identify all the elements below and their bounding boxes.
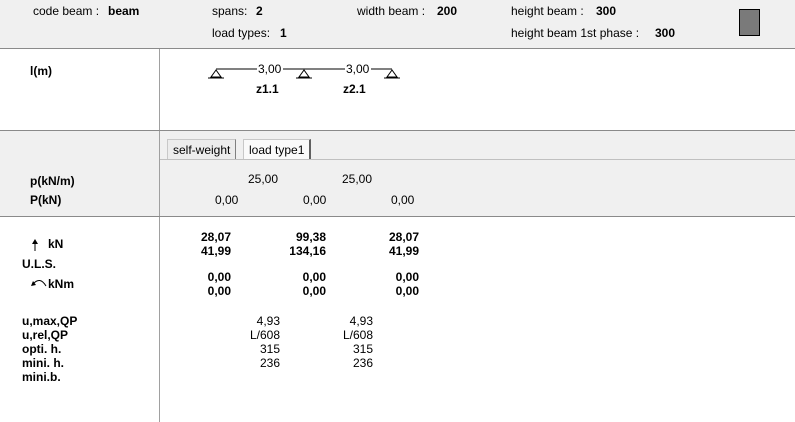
distributed-load-value[interactable]: 25,00 xyxy=(248,172,279,186)
u-rel-qp-value: L/608 xyxy=(249,328,280,342)
reaction-value: 41,99 xyxy=(388,244,419,258)
moment-value: 0,00 xyxy=(395,284,419,298)
point-load-value[interactable]: 0,00 xyxy=(303,193,327,207)
beam-color-swatch[interactable] xyxy=(739,9,760,36)
reaction-arrow-icon xyxy=(32,239,38,251)
span-length: 3,00 xyxy=(257,62,283,76)
load-types-value: 1 xyxy=(280,26,287,40)
support-icon xyxy=(208,69,224,79)
column-divider xyxy=(159,131,160,216)
column-divider xyxy=(159,49,160,130)
span-name[interactable]: z2.1 xyxy=(343,82,366,96)
height-beam-1st-value: 300 xyxy=(655,26,676,40)
moment-value: 0,00 xyxy=(207,270,231,284)
reaction-unit-label: kN xyxy=(48,237,64,251)
moment-value: 0,00 xyxy=(395,270,419,284)
uls-label: U.L.S. xyxy=(22,257,57,271)
u-max-qp-label: u,max,QP xyxy=(22,314,78,328)
moment-value: 0,00 xyxy=(302,284,326,298)
reaction-value: 28,07 xyxy=(388,230,419,244)
mini-b-label: mini.b. xyxy=(22,370,61,384)
spans-label: spans: xyxy=(212,4,248,18)
width-beam-label: width beam : xyxy=(357,4,426,18)
code-beam-value: beam xyxy=(108,4,140,18)
opti-h-value: 315 xyxy=(352,342,373,356)
u-rel-qp-value: L/608 xyxy=(342,328,373,342)
support-icon xyxy=(384,69,400,79)
span-geometry-section xyxy=(0,49,795,131)
tab-load-type1[interactable]: load type1 xyxy=(243,139,312,159)
moment-arrow-icon xyxy=(31,280,47,287)
column-divider xyxy=(159,217,160,422)
u-max-qp-value: 4,93 xyxy=(349,314,373,328)
height-beam-label: height beam : xyxy=(511,4,584,18)
distributed-load-label: p(kN/m) xyxy=(30,174,75,188)
support-icon xyxy=(296,69,312,79)
moment-value: 0,00 xyxy=(302,270,326,284)
point-load-value[interactable]: 0,00 xyxy=(391,193,415,207)
moment-value: 0,00 xyxy=(207,284,231,298)
reaction-value: 134,16 xyxy=(289,244,326,258)
point-load-label: P(kN) xyxy=(30,193,62,207)
u-rel-qp-label: u,rel,QP xyxy=(22,328,69,342)
length-label: l(m) xyxy=(30,64,52,78)
tab-strip-line xyxy=(160,159,795,160)
reaction-value: 41,99 xyxy=(200,244,231,258)
load-types-label: load types: xyxy=(212,26,271,40)
loads-section xyxy=(0,131,795,217)
height-beam-1st-label: height beam 1st phase : xyxy=(511,26,640,40)
reaction-value: 28,07 xyxy=(200,230,231,244)
beam-header xyxy=(0,0,795,49)
opti-h-label: opti. h. xyxy=(22,342,62,356)
point-load-value[interactable]: 0,00 xyxy=(215,193,239,207)
beam-diagram xyxy=(208,68,400,79)
opti-h-value: 315 xyxy=(259,342,280,356)
distributed-load-value[interactable]: 25,00 xyxy=(342,172,373,186)
mini-h-value: 236 xyxy=(352,356,373,370)
span-name[interactable]: z1.1 xyxy=(256,82,279,96)
spans-value: 2 xyxy=(256,4,263,18)
tab-self-weight[interactable]: self-weight xyxy=(167,139,237,159)
height-beam-value: 300 xyxy=(596,4,617,18)
span-length: 3,00 xyxy=(345,62,371,76)
mini-h-value: 236 xyxy=(259,356,280,370)
moment-unit-label: kNm xyxy=(48,277,75,291)
code-beam-label: code beam : xyxy=(33,4,100,18)
u-max-qp-value: 4,93 xyxy=(256,314,280,328)
width-beam-value: 200 xyxy=(437,4,458,18)
mini-h-label: mini. h. xyxy=(22,356,64,370)
reaction-value: 99,38 xyxy=(295,230,326,244)
